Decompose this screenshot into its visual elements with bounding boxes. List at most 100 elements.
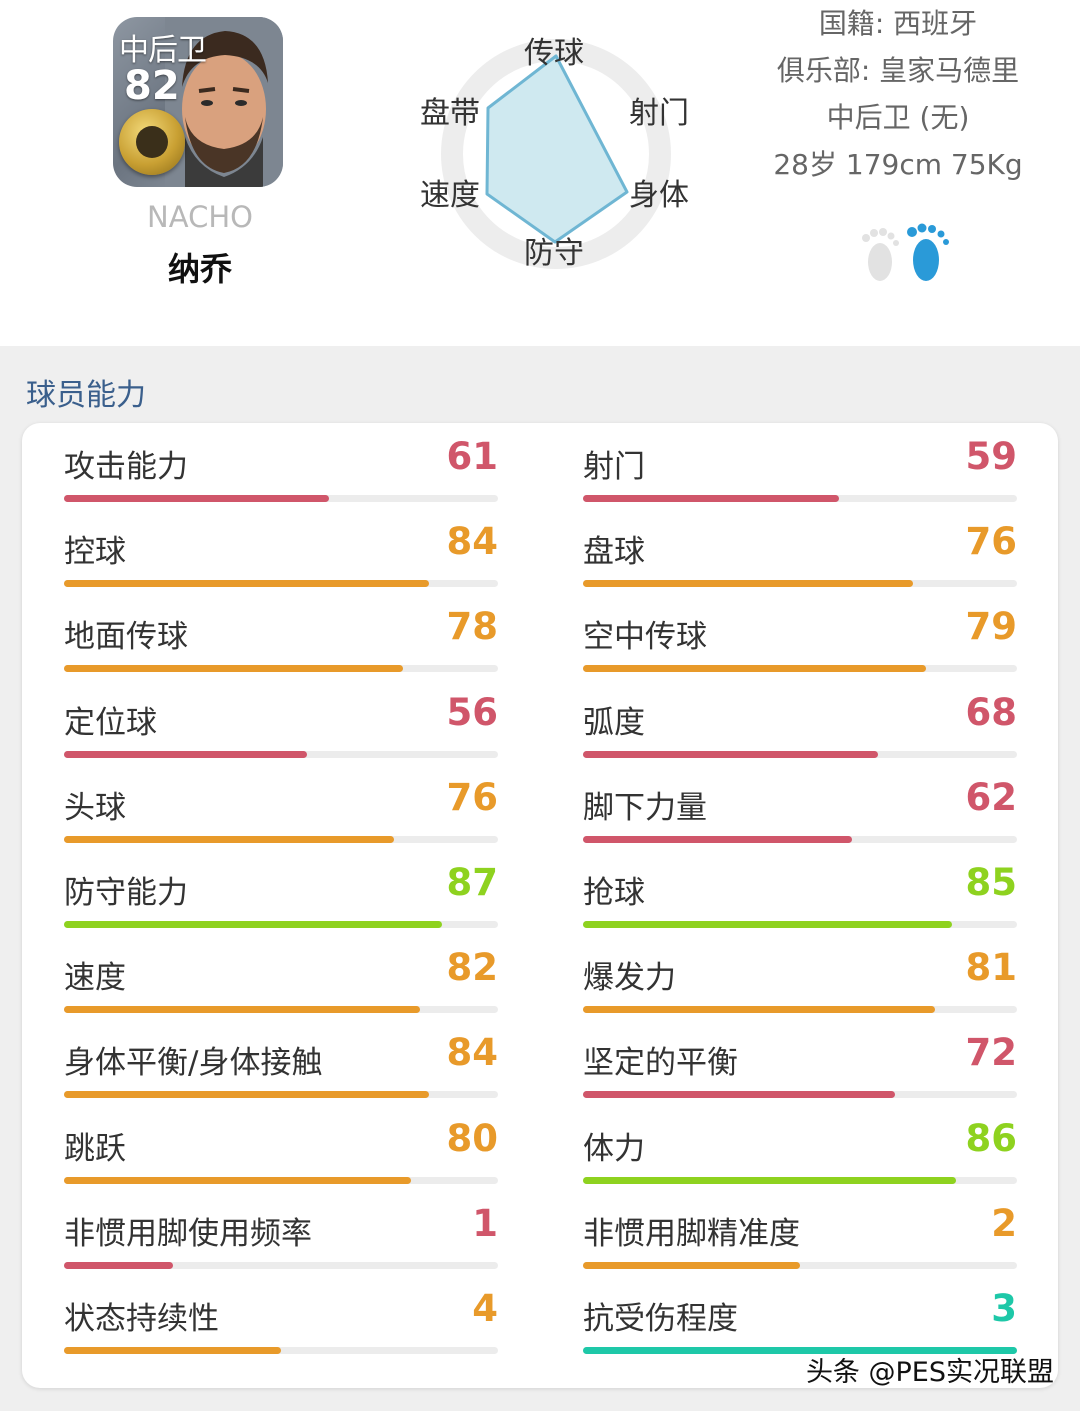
stat-bar-fill: [583, 1176, 957, 1184]
body-stats-text: 28岁 179cm 75Kg: [773, 148, 1023, 181]
stat-row: 抗受伤程度 3: [583, 1275, 1017, 1360]
stat-bar-track: [583, 1261, 1017, 1269]
stat-row: 爆发力 81: [583, 934, 1017, 1019]
stat-value: 80: [446, 1116, 499, 1160]
card-position: 中后卫: [119, 33, 207, 68]
radar-chart: 传球 射门 盘带 身体 速度 防守: [410, 22, 710, 272]
player-portrait: [165, 17, 283, 187]
stat-row: 定位球 56: [64, 679, 498, 764]
stat-label: 非惯用脚使用频率: [64, 1215, 312, 1252]
stat-bar-track: [64, 1006, 498, 1014]
stat-bar-track: [583, 1346, 1017, 1354]
stat-bar-fill: [583, 495, 840, 502]
stat-value: 82: [446, 946, 499, 990]
stat-value: 87: [446, 860, 499, 904]
player-card[interactable]: 中后卫 82: [113, 17, 283, 187]
stat-bar-track: [64, 835, 498, 843]
stat-value: 72: [965, 1031, 1018, 1075]
stat-value: 84: [446, 1031, 499, 1075]
stat-row: 弧度 68: [583, 679, 1017, 764]
stat-label: 空中传球: [583, 619, 707, 656]
stat-label: 非惯用脚精准度: [583, 1215, 800, 1252]
stat-label: 盘球: [583, 534, 645, 571]
stat-label: 体力: [583, 1130, 645, 1167]
club-text: 俱乐部: 皇家马德里: [776, 54, 1020, 87]
stat-row: 非惯用脚精准度 2: [583, 1190, 1017, 1275]
stat-label: 弧度: [583, 704, 645, 741]
radar-label-dribble: 盘带: [420, 96, 480, 131]
stats-column-right: 射门 59 盘球 76 空中传球 79 弧度 68 脚下力量 62 抢球 85 爆发力 81 坚定的平衡 72…: [583, 423, 1017, 1360]
stat-row: 坚定的平衡 72: [583, 1019, 1017, 1104]
section-title: 球员能力: [26, 378, 146, 413]
stat-row: 盘球 76: [583, 508, 1017, 593]
stat-label: 抗受伤程度: [583, 1300, 738, 1337]
radar-label-pass: 传球: [524, 36, 584, 71]
stat-label: 防守能力: [64, 874, 188, 911]
stat-bar-fill: [583, 665, 926, 673]
stat-value: 4: [472, 1286, 498, 1330]
stat-bar-track: [583, 835, 1017, 843]
stat-value: 68: [965, 690, 1018, 734]
stat-bar-fill: [64, 665, 403, 673]
stat-label: 抢球: [583, 874, 645, 911]
stat-bar-track: [64, 1176, 498, 1184]
stat-bar-track: [583, 920, 1017, 928]
stat-bar-fill: [64, 750, 308, 758]
stat-row: 状态持续性 4: [64, 1275, 498, 1360]
stat-value: 76: [965, 520, 1018, 564]
radar-label-shoot: 射门: [629, 96, 689, 131]
stat-value: 62: [965, 775, 1018, 819]
stat-row: 脚下力量 62: [583, 764, 1017, 849]
stat-bar-fill: [583, 580, 913, 588]
radar-label-physical: 身体: [629, 178, 689, 213]
watermark-text: 头条 @PES实况联盟: [805, 1357, 1054, 1388]
stat-bar-track: [583, 1091, 1017, 1099]
player-ability-section: 球员能力 攻击能力 61 控球 84 地面传球 78 定位球 56 头球 76 防守能力 87 速度 82…: [0, 346, 1080, 1411]
stat-row: 射门 59: [583, 423, 1017, 508]
position-text: 中后卫 (无): [826, 101, 970, 134]
stat-row: 非惯用脚使用频率 1: [64, 1190, 498, 1275]
stat-bar-fill: [64, 580, 429, 588]
stat-row: 防守能力 87: [64, 849, 498, 934]
stat-bar-fill: [583, 835, 853, 843]
stat-bar-fill: [64, 1346, 281, 1354]
stat-value: 86: [965, 1116, 1018, 1160]
stat-bar-track: [64, 580, 498, 588]
stat-value: 78: [446, 605, 499, 649]
stat-bar-track: [583, 750, 1017, 758]
stat-bar-track: [583, 1006, 1017, 1014]
stat-bar-fill: [583, 1261, 800, 1269]
stat-label: 定位球: [64, 704, 157, 741]
club-badge-icon: [119, 109, 185, 175]
stat-value: 85: [965, 860, 1018, 904]
stat-label: 脚下力量: [583, 789, 707, 826]
stat-value: 76: [446, 775, 499, 819]
stats-panel: 攻击能力 61 控球 84 地面传球 78 定位球 56 头球 76 防守能力 87 速度 82 身体平衡/…: [22, 423, 1058, 1388]
stat-label: 身体平衡/身体接触: [64, 1045, 323, 1082]
nationality-text: 国籍: 西班牙: [818, 7, 978, 40]
stat-bar-fill: [583, 1091, 896, 1099]
stat-label: 爆发力: [583, 960, 676, 997]
stat-label: 跳跃: [64, 1130, 126, 1167]
stat-bar-fill: [583, 920, 952, 928]
stat-label: 状态持续性: [64, 1300, 219, 1337]
stat-label: 地面传球: [64, 619, 188, 656]
stat-bar-fill: [64, 1176, 412, 1184]
stat-value: 61: [446, 435, 499, 478]
stat-label: 控球: [64, 534, 126, 571]
stat-bar-fill: [64, 835, 394, 843]
stat-bar-fill: [64, 1091, 429, 1099]
stat-value: 84: [446, 520, 499, 564]
stat-bar-fill: [583, 1346, 1017, 1354]
player-name-english: NACHO: [147, 200, 253, 234]
player-header: 中后卫 82 NACHO 纳乔 传球 射门 盘带 身体 速度 防守 国籍: 西班…: [0, 0, 1080, 346]
stat-bar-fill: [583, 750, 879, 758]
stat-row: 攻击能力 61: [64, 423, 498, 508]
radar-label-speed: 速度: [420, 178, 480, 213]
stat-bar-fill: [64, 1006, 420, 1014]
stat-label: 速度: [64, 960, 126, 997]
stat-bar-track: [583, 665, 1017, 673]
stat-row: 控球 84: [64, 508, 498, 593]
stat-value: 1: [472, 1201, 498, 1245]
card-rating: 82: [124, 63, 180, 109]
